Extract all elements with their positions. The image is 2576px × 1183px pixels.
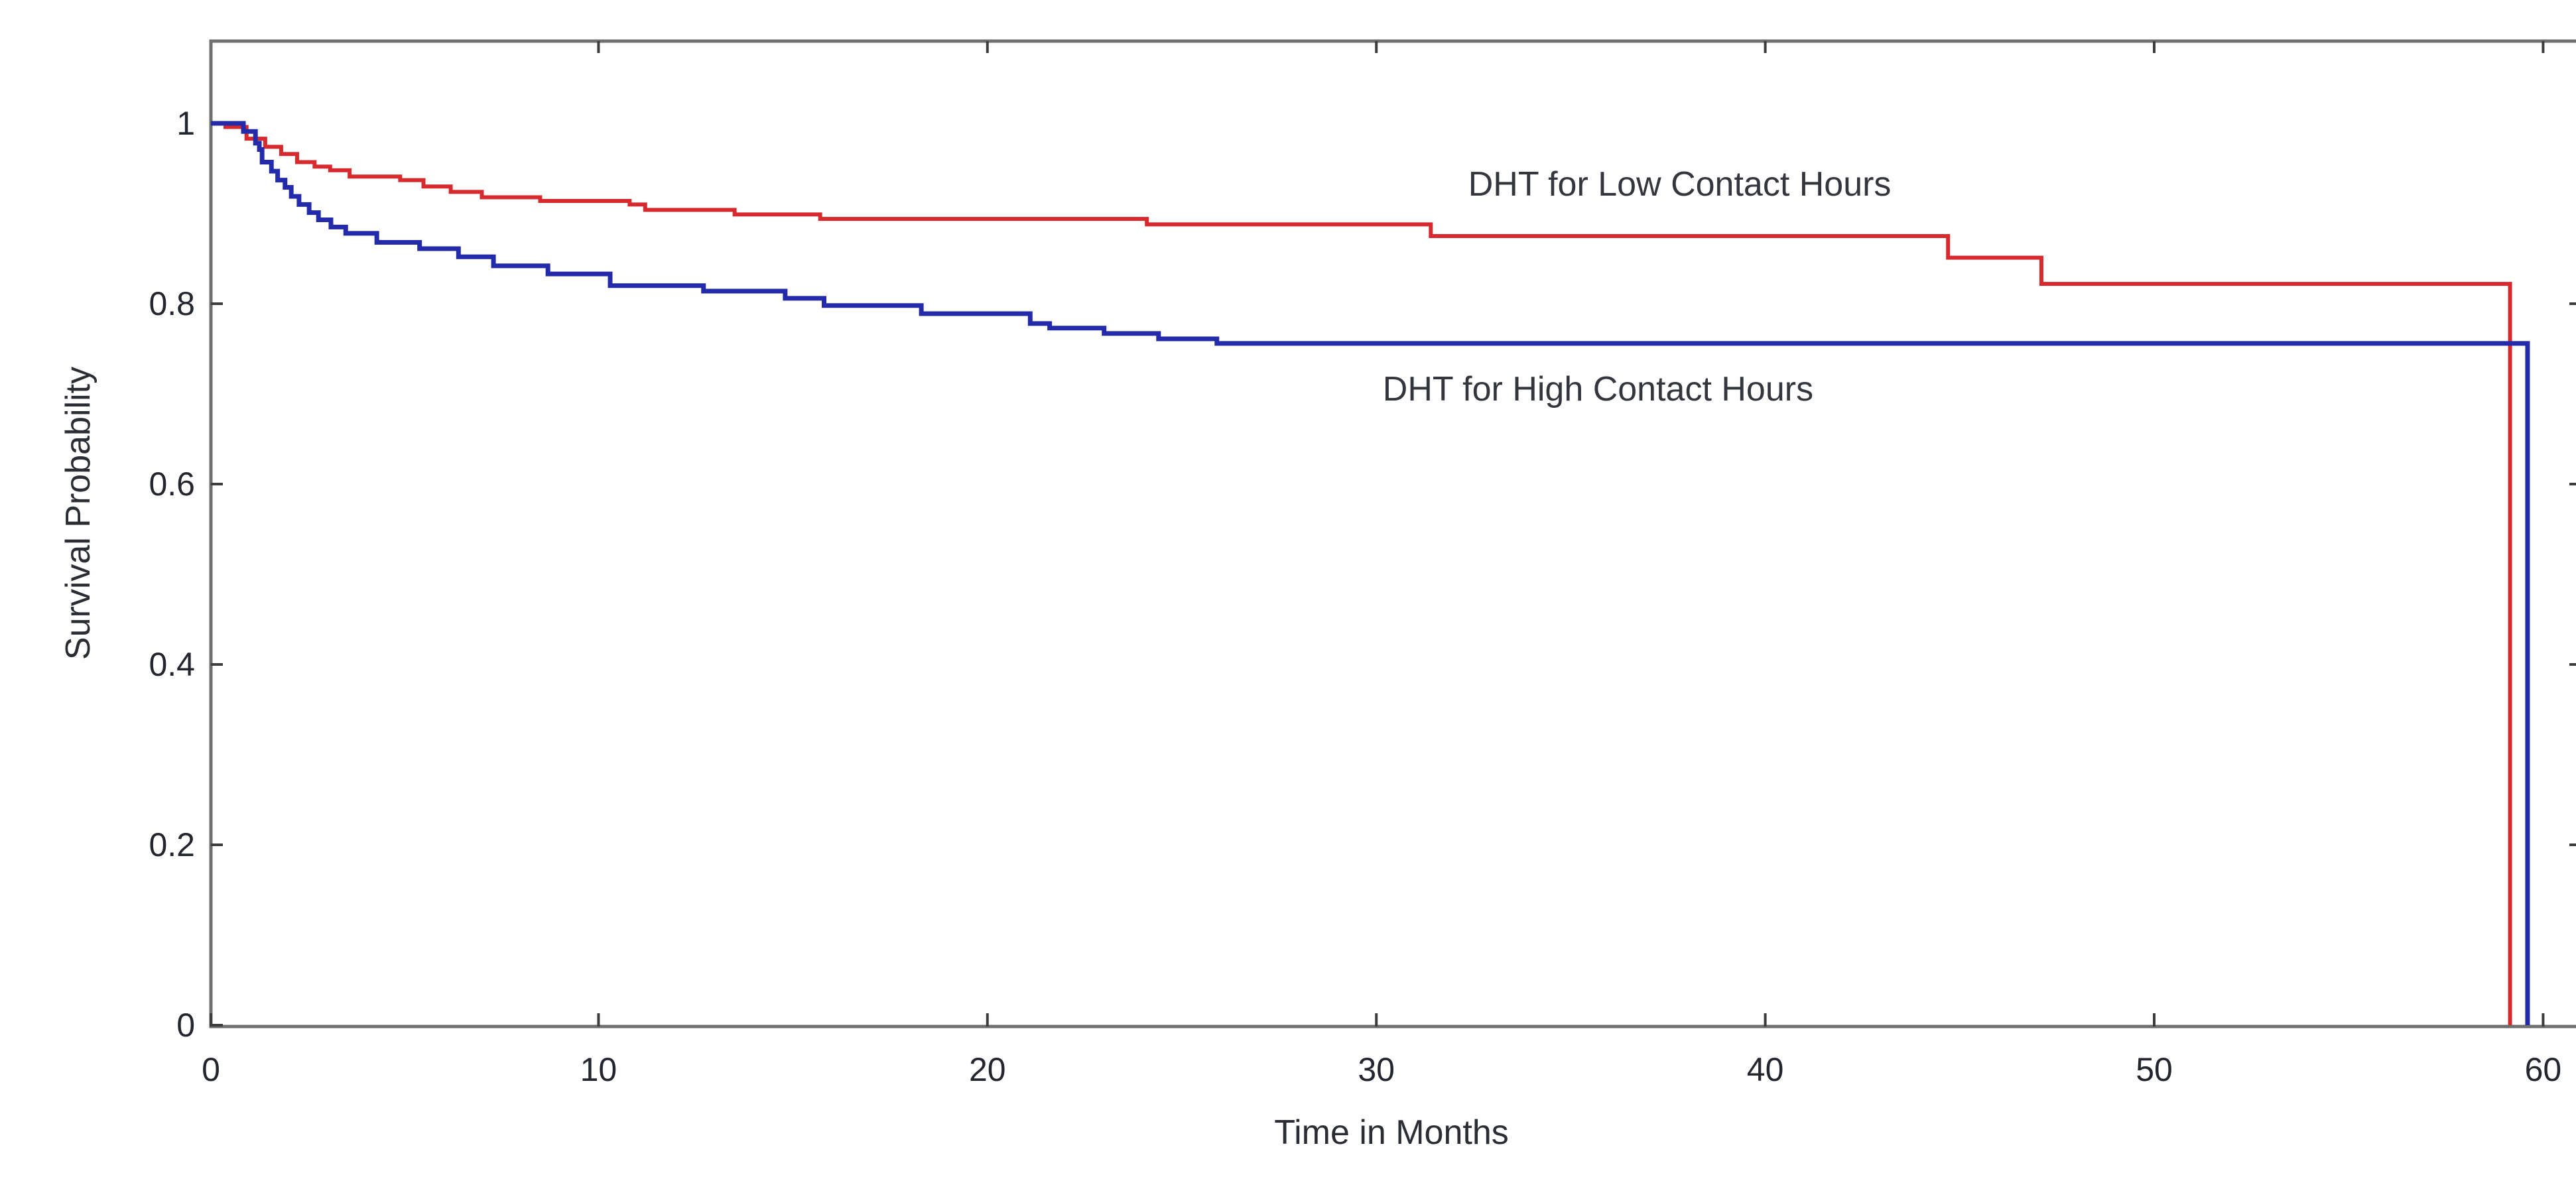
y-tick-label: 1 (176, 105, 195, 142)
plot-frame (209, 39, 2576, 1028)
axis-ticks (210, 41, 2576, 1027)
y-tick-label: 0.8 (149, 285, 195, 322)
y-axis-title: Survival Probability (59, 366, 97, 660)
series-label-low: DHT for Low Contact Hours (1468, 165, 1892, 204)
curve-high-contact (211, 121, 2530, 1025)
y-tick-label: 0 (176, 1007, 195, 1044)
x-tick-label: 60 (2524, 1051, 2562, 1088)
x-axis-title: Time in Months (1274, 1113, 1509, 1152)
x-tick-label: 50 (2136, 1051, 2173, 1088)
x-tick-label: 20 (968, 1051, 1006, 1088)
survival-chart: 0 10 20 30 40 50 60 1 0.8 0.6 0.4 0.2 0 Survival Pr… (27, 11, 2576, 1172)
survival-curves (211, 121, 2530, 1025)
series-label-high: DHT for High Contact Hours (1382, 370, 1814, 409)
x-tick-label: 0 (202, 1051, 220, 1088)
y-tick-label: 0.4 (149, 646, 195, 683)
x-tick-label: 40 (1746, 1051, 1784, 1088)
y-tick-label: 0.6 (149, 466, 195, 503)
x-tick-label: 30 (1358, 1051, 1395, 1088)
plot-canvas (209, 39, 2576, 1028)
curve-low-contact (211, 121, 2512, 1025)
x-tick-label: 10 (580, 1051, 617, 1088)
y-tick-label: 0.2 (149, 826, 195, 863)
